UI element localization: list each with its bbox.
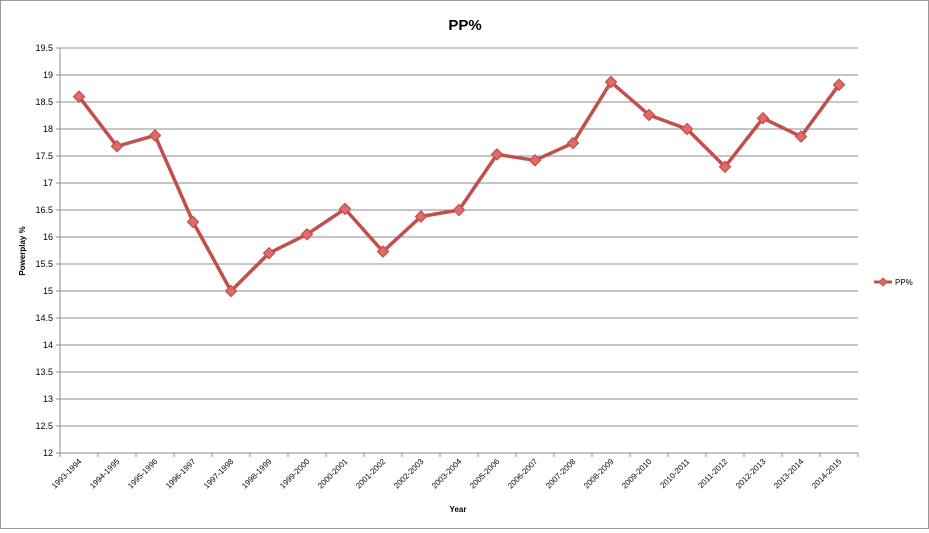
y-tick-label: 15 xyxy=(43,286,53,296)
x-tick-label: 2011-2012 xyxy=(696,457,729,490)
y-axis: 12 12.5 13 13.5 14 14.5 15 15.5 16 16.5 17 17.5 18 18… xyxy=(35,43,61,458)
x-tick-label: 2003-2004 xyxy=(430,457,464,491)
x-tick-label: 2013-2014 xyxy=(772,457,806,491)
x-tick-label: 2014-2015 xyxy=(810,457,844,491)
series-layer xyxy=(72,75,846,298)
chart-title: PP% xyxy=(448,17,481,34)
data-point xyxy=(452,203,466,217)
x-tick-label: 1994-1995 xyxy=(88,457,122,491)
data-point xyxy=(148,129,162,142)
y-tick-label: 17.5 xyxy=(35,151,53,161)
data-point xyxy=(338,202,352,216)
data-point xyxy=(604,75,618,89)
x-axis-title: Year xyxy=(450,505,467,514)
x-tick-label: 2001-2002 xyxy=(354,457,388,491)
gridlines xyxy=(60,47,858,454)
y-tick-label: 12 xyxy=(43,448,53,458)
y-tick-label: 13.5 xyxy=(35,367,53,377)
data-point xyxy=(186,215,200,229)
data-point xyxy=(718,160,732,174)
y-tick-label: 14.5 xyxy=(35,313,53,323)
data-point xyxy=(300,227,314,241)
y-axis-title: Powerplay % xyxy=(18,226,27,275)
data-point xyxy=(110,139,124,153)
data-point xyxy=(756,111,770,125)
data-point xyxy=(376,245,390,258)
x-tick-label: 2009-2010 xyxy=(620,457,654,491)
x-tick-label: 1999-2000 xyxy=(278,457,312,491)
data-point xyxy=(528,153,542,167)
data-point xyxy=(832,78,846,92)
x-tick-label: 2012-2013 xyxy=(734,457,768,491)
x-tick-label: 1996-1997 xyxy=(164,457,198,491)
legend-label: PP% xyxy=(895,278,913,287)
y-tick-label: 16 xyxy=(43,232,53,242)
y-tick-label: 12.5 xyxy=(35,421,53,431)
y-tick-label: 19 xyxy=(43,70,53,80)
legend-swatch-marker xyxy=(878,277,888,287)
data-point xyxy=(262,246,276,260)
x-tick-label: 2005-2006 xyxy=(468,457,502,491)
x-tick-label: 2008-2009 xyxy=(582,457,616,491)
x-tick-label: 1997-1998 xyxy=(202,457,236,491)
x-axis: 1993-1994 1994-1995 1995-1996 1996-1997 1997… xyxy=(50,452,859,491)
data-point xyxy=(642,108,656,122)
y-tick-label: 18.5 xyxy=(35,97,53,107)
series-line xyxy=(77,80,841,293)
x-tick-label: 2000-2001 xyxy=(316,457,350,491)
x-tick-label: 2010-2011 xyxy=(658,457,691,490)
data-point xyxy=(680,122,694,136)
legend: PP% xyxy=(874,277,913,287)
x-tick-label: 1998-1999 xyxy=(240,457,274,491)
y-tick-label: 17 xyxy=(43,178,53,188)
data-point xyxy=(794,130,808,143)
y-tick-label: 18 xyxy=(43,124,53,134)
x-tick-label: 1995-1996 xyxy=(126,457,160,491)
x-tick-label: 2002-2003 xyxy=(392,457,426,491)
data-point xyxy=(490,148,504,161)
y-tick-label: 14 xyxy=(43,340,53,350)
data-point xyxy=(414,210,428,223)
y-tick-label: 13 xyxy=(43,394,53,404)
y-tick-label: 15.5 xyxy=(35,259,53,269)
data-point xyxy=(224,284,238,298)
data-point xyxy=(566,136,580,150)
y-tick-label: 16.5 xyxy=(35,205,53,215)
x-tick-label: 1993-1994 xyxy=(50,457,84,491)
x-tick-label: 2007-2008 xyxy=(544,457,578,491)
data-point xyxy=(72,90,86,103)
x-tick-label: 2006-2007 xyxy=(506,457,540,491)
y-tick-label: 19.5 xyxy=(35,43,53,53)
